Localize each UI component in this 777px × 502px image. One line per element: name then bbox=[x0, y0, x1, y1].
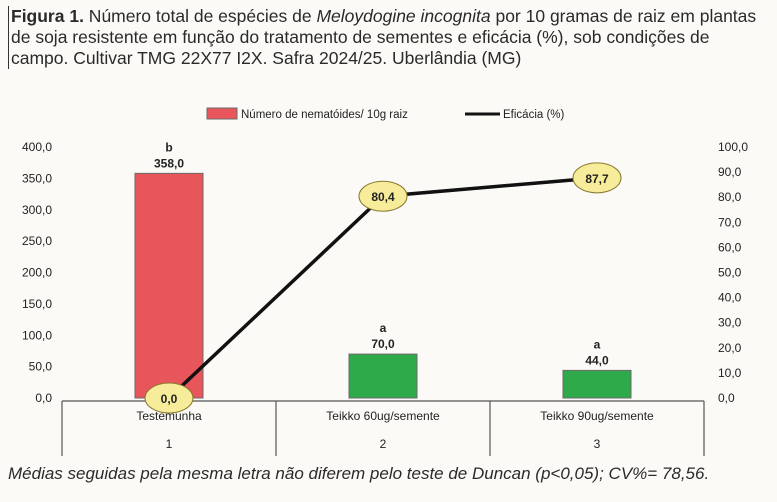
y-right-tick-label: 60,0 bbox=[718, 240, 742, 254]
x-category-number: 2 bbox=[380, 437, 387, 451]
y-left-tick-label: 300,0 bbox=[22, 203, 52, 217]
figure-label: Figura 1. bbox=[11, 6, 84, 26]
bar-value-label: 358,0 bbox=[154, 156, 184, 170]
caption-text-before: Número total de espécies de bbox=[83, 6, 317, 26]
significance-letter: a bbox=[380, 321, 387, 335]
legend-bar-label: Número de nematóides/ 10g raiz bbox=[241, 109, 408, 121]
legend-bar-swatch bbox=[206, 107, 238, 120]
x-category-label: Teikko 60ug/semente bbox=[326, 409, 440, 423]
y-left-tick-label: 0,0 bbox=[35, 391, 52, 405]
y-left-tick-label: 350,0 bbox=[22, 171, 52, 185]
bar bbox=[134, 172, 204, 399]
y-left-tick-label: 150,0 bbox=[22, 297, 52, 311]
bar-value-label: 44,0 bbox=[585, 353, 609, 367]
x-category-number: 3 bbox=[594, 437, 601, 451]
x-category-label: Testemunha bbox=[136, 409, 202, 423]
efficacy-marker bbox=[572, 162, 622, 194]
y-right-tick-label: 90,0 bbox=[718, 165, 742, 179]
footnote: Médias seguidas pela mesma letra não dif… bbox=[8, 464, 710, 483]
caption-text-after: por 10 gramas de raiz em plantas de soja… bbox=[11, 6, 757, 68]
y-right-tick-label: 40,0 bbox=[718, 291, 742, 305]
bar bbox=[562, 369, 632, 399]
chart-legend: Número de nematóides/ 10g raiz Eficácia (… bbox=[206, 107, 565, 121]
x-category-label: Teikko 90ug/semente bbox=[540, 409, 654, 423]
y-right-tick-label: 100,0 bbox=[718, 140, 748, 154]
y-left-tick-label: 50,0 bbox=[29, 360, 53, 374]
y-left-tick-label: 250,0 bbox=[22, 234, 52, 248]
y-axis-left: 0,0 50,0 100,0 150,0 200,0 250,0 300,0 350,0 400… bbox=[22, 140, 52, 405]
caption-species: Meloydogine incognita bbox=[316, 6, 491, 26]
efficacy-marker bbox=[358, 180, 408, 212]
y-right-tick-label: 10,0 bbox=[718, 366, 742, 380]
y-axis-right: 0,0 10,0 20,0 30,0 40,0 50,0 60,0 70,0 80,0 90,0 1… bbox=[718, 140, 748, 405]
efficacy-marker bbox=[144, 382, 194, 414]
bar-value-label: 70,0 bbox=[371, 337, 395, 351]
y-right-tick-label: 30,0 bbox=[718, 316, 742, 330]
significance-letter: b bbox=[165, 140, 172, 154]
y-left-tick-label: 200,0 bbox=[22, 266, 52, 280]
y-right-tick-label: 0,0 bbox=[718, 391, 735, 405]
efficacy-value-label: 0,0 bbox=[161, 392, 178, 406]
legend-line-label: Eficácia (%) bbox=[503, 109, 565, 121]
bar bbox=[348, 353, 418, 399]
y-left-tick-label: 100,0 bbox=[22, 328, 52, 342]
x-category-number: 1 bbox=[166, 437, 173, 451]
significance-letter: a bbox=[594, 337, 601, 351]
line-series: 0,0 80,4 87,7 bbox=[144, 162, 622, 414]
bar-series: 358,0 b 70,0 a 44,0 a bbox=[134, 140, 632, 399]
y-right-tick-label: 80,0 bbox=[718, 190, 742, 204]
y-left-tick-label: 400,0 bbox=[22, 140, 52, 154]
y-right-tick-label: 20,0 bbox=[718, 341, 742, 355]
y-right-tick-label: 50,0 bbox=[718, 266, 742, 280]
y-right-tick-label: 70,0 bbox=[718, 215, 742, 229]
efficacy-value-label: 87,7 bbox=[585, 172, 609, 186]
figure-caption: Figura 1. Número total de espécies de Me… bbox=[8, 6, 771, 69]
efficacy-value-label: 80,4 bbox=[371, 190, 395, 204]
